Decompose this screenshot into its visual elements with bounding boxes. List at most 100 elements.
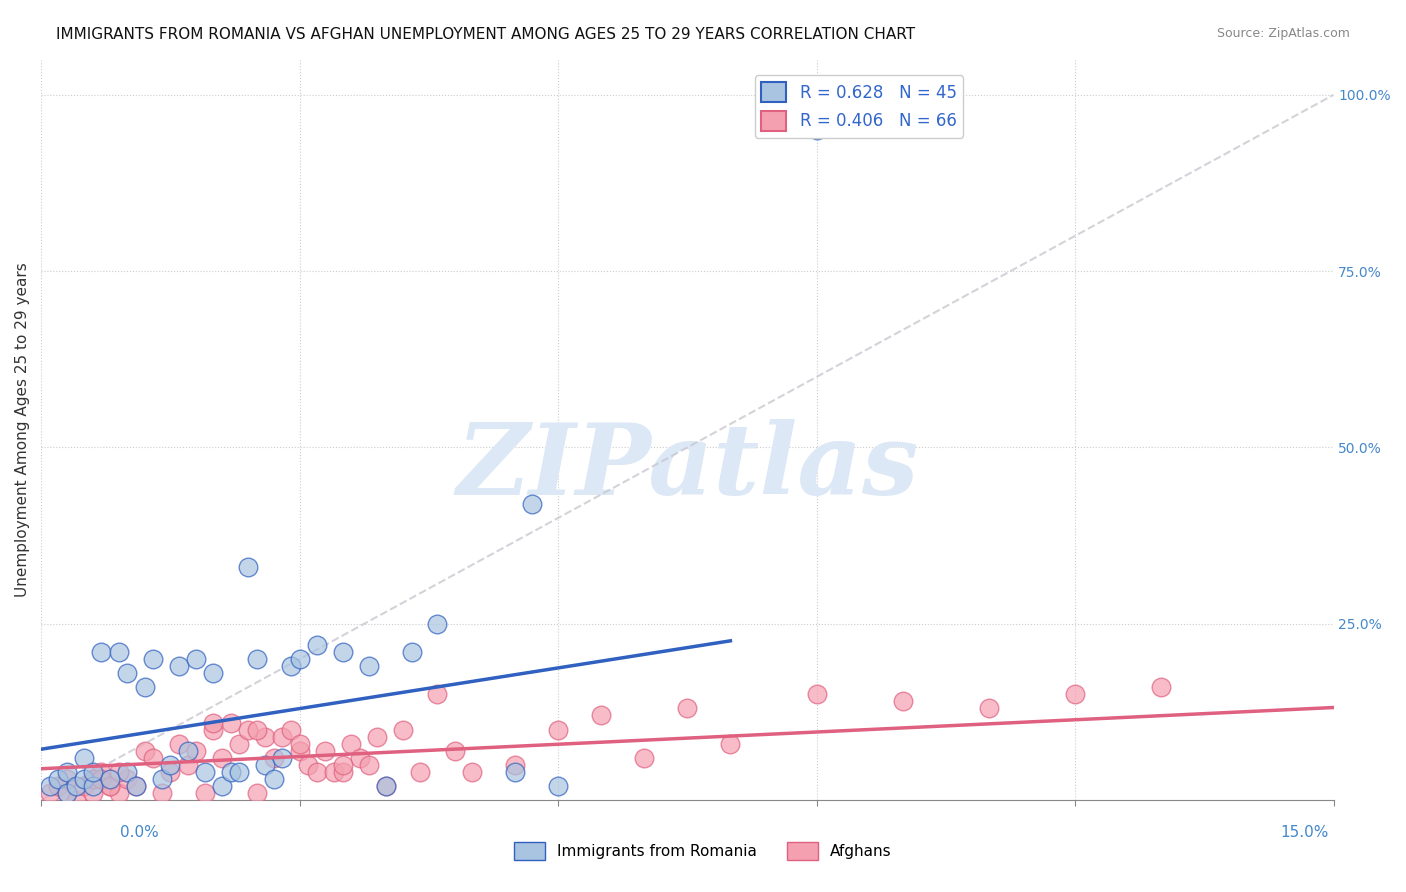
- Point: [90, 645, 112, 659]
- Point: [202, 715, 225, 730]
- Point: [56, 786, 79, 800]
- Point: [426, 687, 449, 701]
- Point: [228, 764, 250, 779]
- Point: [314, 744, 336, 758]
- Point: [107, 764, 129, 779]
- Point: [891, 694, 914, 708]
- Point: [426, 616, 449, 631]
- Point: [305, 764, 328, 779]
- Point: [297, 757, 319, 772]
- Point: [134, 680, 156, 694]
- Point: [332, 757, 354, 772]
- Point: [117, 772, 139, 786]
- Point: [82, 786, 104, 800]
- Text: ZIPatlas: ZIPatlas: [456, 418, 918, 515]
- Point: [366, 730, 388, 744]
- Point: [443, 744, 465, 758]
- Text: Source: ZipAtlas.com: Source: ZipAtlas.com: [1216, 27, 1350, 40]
- Point: [280, 723, 302, 737]
- Point: [332, 645, 354, 659]
- Point: [271, 730, 294, 744]
- Point: [547, 723, 569, 737]
- Point: [202, 666, 225, 681]
- Point: [176, 757, 198, 772]
- Point: [194, 764, 217, 779]
- Point: [73, 751, 96, 765]
- Point: [73, 779, 96, 793]
- Point: [323, 764, 346, 779]
- Point: [503, 764, 526, 779]
- Point: [211, 751, 233, 765]
- Point: [340, 737, 363, 751]
- Point: [56, 764, 79, 779]
- Point: [806, 123, 828, 137]
- Point: [150, 786, 173, 800]
- Point: [56, 772, 79, 786]
- Point: [357, 757, 380, 772]
- Point: [374, 779, 396, 793]
- Point: [280, 659, 302, 673]
- Point: [142, 652, 165, 666]
- Point: [374, 779, 396, 793]
- Point: [107, 786, 129, 800]
- Point: [117, 666, 139, 681]
- Point: [245, 786, 267, 800]
- Point: [134, 744, 156, 758]
- Point: [633, 751, 655, 765]
- Point: [219, 715, 242, 730]
- Y-axis label: Unemployment Among Ages 25 to 29 years: Unemployment Among Ages 25 to 29 years: [15, 262, 30, 598]
- Point: [676, 701, 699, 715]
- Point: [263, 772, 285, 786]
- Point: [1150, 680, 1173, 694]
- Point: [82, 772, 104, 786]
- Point: [1064, 687, 1087, 701]
- Point: [211, 779, 233, 793]
- Point: [90, 772, 112, 786]
- Point: [46, 772, 69, 786]
- Point: [65, 779, 87, 793]
- Point: [401, 645, 423, 659]
- Point: [73, 772, 96, 786]
- Point: [409, 764, 432, 779]
- Point: [547, 779, 569, 793]
- Point: [125, 779, 148, 793]
- Point: [167, 737, 190, 751]
- Point: [46, 779, 69, 793]
- Legend: R = 0.628   N = 45, R = 0.406   N = 66: R = 0.628 N = 45, R = 0.406 N = 66: [755, 75, 963, 137]
- Point: [977, 701, 1000, 715]
- Point: [219, 764, 242, 779]
- Point: [150, 772, 173, 786]
- Point: [186, 744, 208, 758]
- Point: [288, 652, 311, 666]
- Point: [125, 779, 148, 793]
- Point: [254, 757, 277, 772]
- Point: [288, 737, 311, 751]
- Point: [90, 764, 112, 779]
- Point: [159, 757, 181, 772]
- Legend: Immigrants from Romania, Afghans: Immigrants from Romania, Afghans: [508, 836, 898, 866]
- Point: [503, 757, 526, 772]
- Point: [591, 708, 613, 723]
- Point: [392, 723, 415, 737]
- Point: [142, 751, 165, 765]
- Point: [98, 772, 121, 786]
- Point: [305, 638, 328, 652]
- Point: [167, 659, 190, 673]
- Point: [176, 744, 198, 758]
- Point: [806, 687, 828, 701]
- Point: [194, 786, 217, 800]
- Point: [202, 723, 225, 737]
- Point: [117, 764, 139, 779]
- Point: [245, 723, 267, 737]
- Text: IMMIGRANTS FROM ROMANIA VS AFGHAN UNEMPLOYMENT AMONG AGES 25 TO 29 YEARS CORRELA: IMMIGRANTS FROM ROMANIA VS AFGHAN UNEMPL…: [56, 27, 915, 42]
- Point: [186, 652, 208, 666]
- Point: [254, 730, 277, 744]
- Point: [56, 786, 79, 800]
- Point: [288, 744, 311, 758]
- Point: [349, 751, 371, 765]
- Point: [38, 779, 60, 793]
- Point: [718, 737, 741, 751]
- Point: [271, 751, 294, 765]
- Point: [98, 779, 121, 793]
- Point: [65, 793, 87, 807]
